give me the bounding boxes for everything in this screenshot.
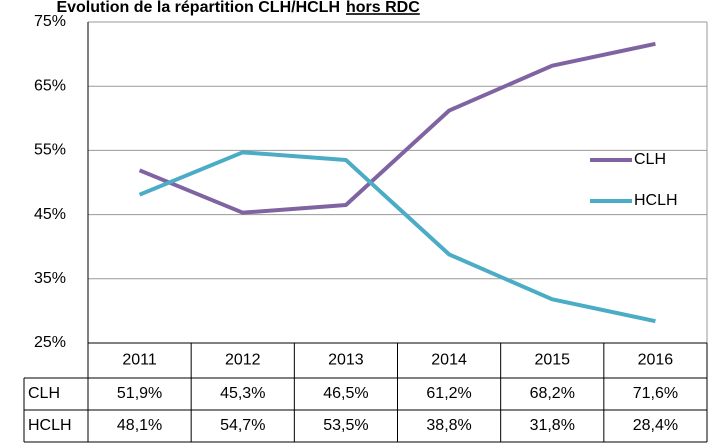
y-tick-label: 25%	[34, 334, 66, 351]
table-cell: 53,5%	[323, 417, 368, 434]
y-tick-label: 65%	[34, 77, 66, 94]
y-tick-label: 75%	[34, 13, 66, 30]
table-row-label: CLH	[28, 385, 60, 402]
table-cell: 48,1%	[117, 417, 162, 434]
table-cell: 51,9%	[117, 385, 162, 402]
y-tick-label: 35%	[34, 270, 66, 287]
chart-title-emphasis: hors RDC	[346, 0, 420, 16]
table-cell: 38,8%	[426, 417, 471, 434]
x-tick-label: 2015	[534, 352, 570, 369]
series-line	[138, 150, 656, 324]
table-cell: 71,6%	[633, 385, 678, 402]
table-cell: 45,3%	[220, 385, 265, 402]
x-tick-label: 2013	[328, 352, 364, 369]
table-cell: 61,2%	[426, 385, 471, 402]
legend-label: CLH	[634, 151, 666, 168]
table-cell: 28,4%	[633, 417, 678, 434]
y-tick-label: 55%	[34, 142, 66, 159]
x-tick-label: 2014	[431, 352, 467, 369]
x-tick-label: 2016	[638, 352, 674, 369]
table-row-label: HCLH	[28, 417, 72, 434]
table-cell: 46,5%	[323, 385, 368, 402]
table-cell: 54,7%	[220, 417, 265, 434]
table-cell: 68,2%	[530, 385, 575, 402]
y-tick-label: 45%	[34, 206, 66, 223]
table-cell: 31,8%	[530, 417, 575, 434]
x-tick-label: 2012	[225, 352, 261, 369]
x-tick-label: 2011	[122, 352, 157, 369]
chart-title: Evolution de la répartition CLH/HCLH	[56, 0, 340, 16]
series-line	[138, 41, 656, 215]
legend-label: HCLH	[634, 192, 678, 209]
